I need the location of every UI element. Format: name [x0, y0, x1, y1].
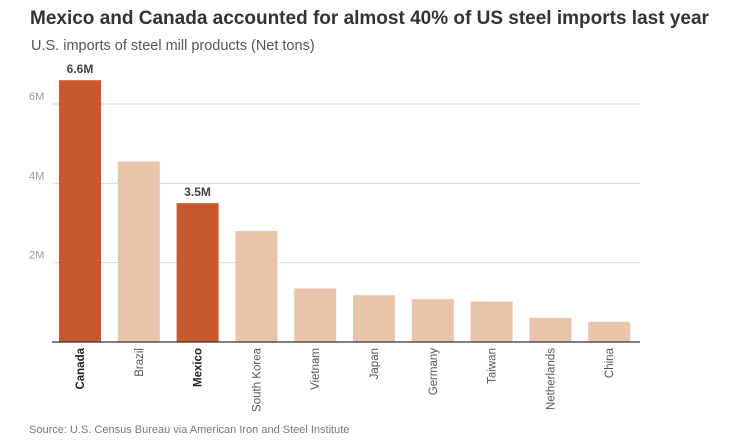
y-tick-label: 4M: [29, 170, 44, 182]
bar-south-korea: [235, 230, 278, 342]
chart-subtitle: U.S. imports of steel mill products (Net…: [31, 38, 315, 54]
bar-germany: [411, 299, 454, 342]
data-label: 3.5M: [184, 185, 211, 199]
bar-china: [588, 321, 631, 342]
x-tick-label: Mexico: [193, 348, 205, 387]
y-tick-label: 2M: [29, 250, 44, 262]
data-label: 6.6M: [67, 62, 94, 76]
bar-canada: [59, 80, 101, 342]
x-tick-label: Japan: [369, 348, 381, 379]
chart-title: Mexico and Canada accounted for almost 4…: [30, 8, 709, 29]
source-note: Source: U.S. Census Bureau via American …: [29, 424, 350, 436]
bar-mexico: [176, 203, 219, 342]
x-tick-label: Netherlands: [545, 348, 557, 410]
bar-brazil: [117, 161, 160, 342]
x-tick-label: South Korea: [251, 347, 263, 412]
bar-taiwan: [470, 301, 513, 342]
bar-netherlands: [529, 317, 572, 342]
x-tick-label: Germany: [428, 348, 440, 396]
x-tick-label: Taiwan: [487, 348, 499, 384]
x-tick-label: Vietnam: [310, 348, 322, 390]
bar-vietnam: [294, 288, 337, 342]
x-tick-label: Brazil: [134, 348, 146, 377]
y-tick-label: 6M: [29, 91, 44, 103]
x-tick-label: China: [604, 347, 616, 378]
bar-japan: [353, 295, 395, 342]
x-tick-label: Canada: [75, 347, 87, 389]
